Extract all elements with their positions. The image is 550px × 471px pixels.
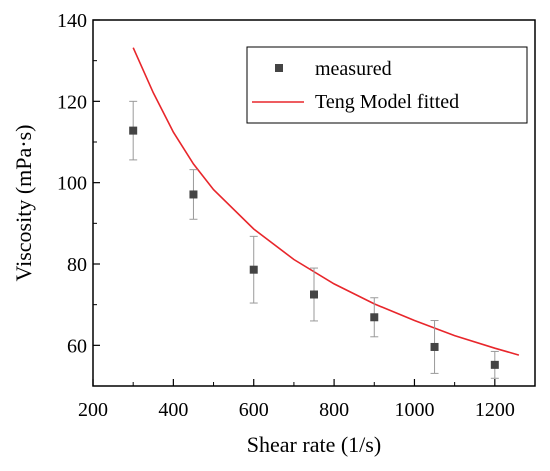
measured-point bbox=[189, 190, 198, 199]
y-tick-label: 120 bbox=[57, 91, 87, 113]
measured-point bbox=[249, 265, 258, 274]
x-tick-label: 400 bbox=[158, 399, 188, 421]
x-tick-label: 1000 bbox=[394, 399, 434, 421]
y-tick-label: 140 bbox=[57, 10, 87, 32]
measured-point bbox=[310, 290, 318, 299]
measured-point bbox=[129, 126, 138, 135]
x-tick-label: 600 bbox=[239, 399, 269, 421]
measured-point bbox=[490, 360, 499, 369]
measured-point bbox=[370, 313, 379, 322]
y-tick-label: 100 bbox=[57, 173, 87, 195]
x-tick-label: 800 bbox=[319, 399, 349, 421]
legend-label-teng: Teng Model fitted bbox=[315, 91, 459, 113]
axis-ticks: 200 400 600 800 1000 1200 60 80 100 120 140 bbox=[57, 10, 515, 421]
y-tick-label: 80 bbox=[67, 254, 87, 276]
x-axis-title: Shear rate (1/s) bbox=[247, 432, 381, 457]
series-group bbox=[129, 47, 520, 379]
y-axis-title: Viscosity (mPa·s) bbox=[11, 125, 36, 282]
x-tick-label: 1200 bbox=[475, 399, 515, 421]
x-tick-label: 200 bbox=[78, 399, 108, 421]
legend-marker-measured bbox=[275, 64, 283, 72]
y-tick-label: 60 bbox=[67, 335, 87, 357]
teng-model-line bbox=[132, 47, 520, 356]
legend-label-measured: measured bbox=[315, 58, 392, 80]
legend: measured Teng Model fitted bbox=[246, 46, 528, 124]
legend-box bbox=[246, 46, 528, 124]
measured-point bbox=[430, 342, 439, 351]
